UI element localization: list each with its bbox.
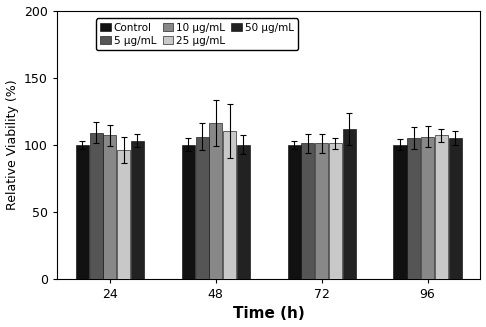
Bar bbox=[301, 143, 314, 279]
Bar bbox=[329, 143, 342, 279]
Legend: Control, 5 μg/mL, 10 μg/mL, 25 μg/mL, 50 μg/mL: Control, 5 μg/mL, 10 μg/mL, 25 μg/mL, 50… bbox=[96, 18, 298, 50]
Y-axis label: Relative Viability (%): Relative Viability (%) bbox=[5, 79, 18, 210]
Bar bbox=[449, 138, 462, 279]
Bar bbox=[209, 123, 222, 279]
Bar bbox=[89, 133, 103, 279]
Bar bbox=[237, 145, 250, 279]
X-axis label: Time (h): Time (h) bbox=[233, 306, 305, 321]
Bar bbox=[407, 138, 420, 279]
Bar bbox=[315, 143, 328, 279]
Bar bbox=[131, 141, 144, 279]
Bar bbox=[421, 137, 434, 279]
Bar bbox=[182, 145, 195, 279]
Bar bbox=[76, 145, 89, 279]
Bar bbox=[117, 150, 130, 279]
Bar bbox=[288, 145, 301, 279]
Bar bbox=[435, 135, 448, 279]
Bar bbox=[343, 129, 356, 279]
Bar bbox=[195, 137, 208, 279]
Bar bbox=[104, 135, 117, 279]
Bar bbox=[394, 145, 406, 279]
Bar bbox=[223, 131, 236, 279]
